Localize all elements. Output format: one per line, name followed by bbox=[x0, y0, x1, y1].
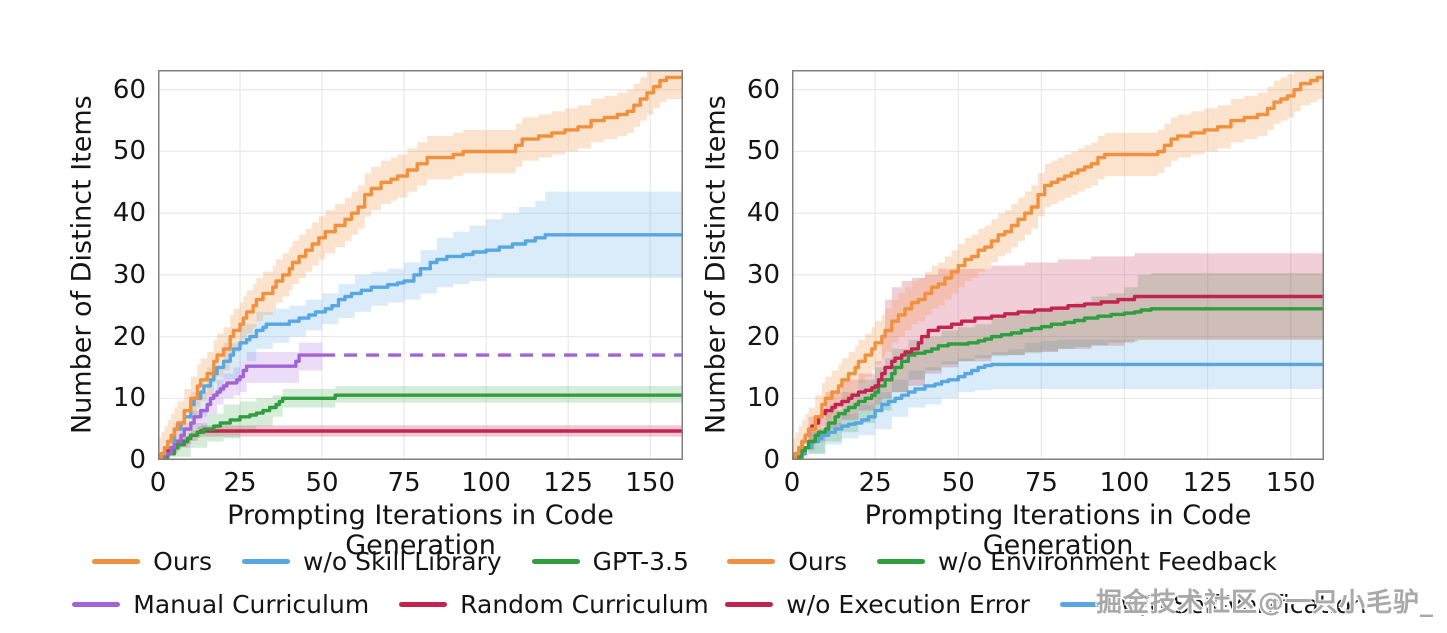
y-tick-label-0: 0 bbox=[763, 445, 780, 475]
plot-frame bbox=[792, 70, 1324, 460]
x-axis-title: Prompting Iterations in Code Generation bbox=[227, 500, 614, 561]
plot-area bbox=[792, 70, 1324, 460]
x-axis-ticks: 0 25 50 75 100 125 150 bbox=[784, 468, 1324, 498]
x-axis-ticks: 0 25 50 75 100 125 150 bbox=[150, 468, 683, 498]
legend-row-1: Ours w/o Environment Feedback bbox=[727, 547, 1277, 576]
legend: Ours w/o Skill Library GPT-3.5 Manual Curri… bbox=[72, 547, 709, 619]
series-manual-curriculum-band bbox=[158, 342, 323, 460]
legend-swatch-ours bbox=[92, 559, 141, 564]
series-wo-environment-feedback-line bbox=[792, 307, 1324, 460]
legend-item-ours: Ours bbox=[727, 547, 847, 576]
legend-label-w-o-execution-error: w/o Execution Error bbox=[786, 590, 1030, 619]
x-axis-title: Prompting Iterations in Code Generation bbox=[864, 500, 1252, 561]
y-tick-label-30: 30 bbox=[746, 259, 780, 290]
legend-row-2: Manual Curriculum Random Curriculum bbox=[72, 590, 709, 619]
x-tick-label-25: 25 bbox=[223, 468, 257, 498]
plot-area bbox=[158, 70, 683, 460]
series-ours-band bbox=[158, 70, 683, 460]
legend-swatch-manual-curriculum bbox=[72, 602, 121, 607]
legend-swatch-w-o-environment-feedback bbox=[877, 559, 926, 564]
x-tick-label-100: 100 bbox=[461, 468, 511, 498]
legend-label-random-curriculum: Random Curriculum bbox=[460, 590, 709, 619]
series-random-curriculum-line bbox=[158, 429, 683, 460]
y-axis-title: Number of Distinct Items bbox=[700, 95, 732, 435]
y-tick-label-50: 50 bbox=[746, 136, 780, 167]
y-tick-label-60: 60 bbox=[746, 74, 780, 105]
legend-label-ours: Ours bbox=[788, 547, 848, 576]
series-wo-self-verification-band bbox=[792, 339, 1324, 460]
legend-swatch-gpt-3-5 bbox=[531, 559, 580, 564]
x-tick-label-0: 0 bbox=[149, 468, 167, 498]
x-tick-label-75: 75 bbox=[387, 468, 421, 498]
series-wo-execution-error-line bbox=[792, 294, 1324, 460]
legend-item-ours: Ours bbox=[92, 547, 212, 576]
legend-item-w-o-execution-error: w/o Execution Error bbox=[725, 590, 1030, 619]
series-random-curriculum-band bbox=[158, 425, 683, 460]
x-tick-label-125: 125 bbox=[543, 468, 593, 498]
x-tick-label-150: 150 bbox=[1265, 468, 1316, 498]
legend-swatch-w-o-skill-library bbox=[241, 559, 290, 564]
series-manual-curriculum-line bbox=[158, 353, 323, 460]
chart-canvas bbox=[792, 70, 1324, 460]
y-axis-ticks: 0 10 20 30 40 50 60 bbox=[728, 70, 780, 473]
y-tick-label-20: 20 bbox=[746, 321, 780, 352]
legend-item-gpt-3-5: GPT-3.5 bbox=[531, 547, 689, 576]
legend-swatch-ours bbox=[727, 559, 776, 564]
series-ours-line bbox=[158, 74, 683, 460]
x-tick-label-25: 25 bbox=[858, 468, 892, 498]
series-ours-line bbox=[792, 74, 1324, 460]
y-tick-label-30: 30 bbox=[112, 259, 146, 290]
y-tick-label-0: 0 bbox=[129, 445, 146, 475]
series-gpt-3-5-line bbox=[158, 393, 683, 460]
series-wo-execution-error-band bbox=[792, 253, 1324, 460]
series-wo-self-verification-line bbox=[792, 362, 1324, 460]
series-ours-band bbox=[792, 70, 1324, 460]
y-tick-label-10: 10 bbox=[112, 383, 146, 414]
y-tick-label-40: 40 bbox=[746, 198, 780, 229]
y-axis-ticks: 0 10 20 30 40 50 60 bbox=[94, 70, 146, 473]
y-tick-label-10: 10 bbox=[746, 383, 780, 414]
y-tick-label-40: 40 bbox=[112, 198, 146, 229]
legend-label-w-o-skill-library: w/o Skill Library bbox=[302, 547, 502, 576]
legend-item-w-o-skill-library: w/o Skill Library bbox=[241, 547, 502, 576]
x-tick-label-150: 150 bbox=[625, 468, 676, 498]
plot-frame bbox=[158, 70, 683, 460]
x-tick-label-100: 100 bbox=[1099, 468, 1150, 498]
series-gpt-3-5-band bbox=[158, 385, 683, 460]
series-wo-skill-library-line bbox=[158, 233, 683, 460]
x-tick-label-75: 75 bbox=[1024, 468, 1058, 498]
x-tick-label-125: 125 bbox=[1182, 468, 1233, 498]
y-tick-label-60: 60 bbox=[112, 74, 146, 105]
x-tick-label-0: 0 bbox=[783, 468, 801, 498]
legend-swatch-w-o-execution-error bbox=[725, 602, 774, 607]
legend-label-ours: Ours bbox=[153, 547, 212, 576]
legend-item-w-o-environment-feedback: w/o Environment Feedback bbox=[877, 547, 1277, 576]
y-tick-label-50: 50 bbox=[112, 136, 146, 167]
legend-row-1: Ours w/o Skill Library GPT-3.5 bbox=[92, 547, 689, 576]
series-wo-skill-library-band bbox=[158, 191, 683, 460]
watermark: 掘金技术社区@一只小毛驴_ bbox=[1096, 588, 1435, 618]
chart-canvas bbox=[158, 70, 683, 460]
x-tick-label-50: 50 bbox=[305, 468, 339, 498]
legend-item-manual-curriculum: Manual Curriculum bbox=[72, 590, 369, 619]
legend-label-w-o-environment-feedback: w/o Environment Feedback bbox=[938, 547, 1277, 576]
legend-swatch-random-curriculum bbox=[399, 602, 448, 607]
legend-label-gpt-3-5: GPT-3.5 bbox=[592, 547, 689, 576]
legend-item-random-curriculum: Random Curriculum bbox=[399, 590, 709, 619]
y-tick-label-20: 20 bbox=[112, 321, 146, 352]
series-wo-environment-feedback-band bbox=[792, 273, 1324, 460]
y-axis-title: Number of Distinct Items bbox=[66, 95, 98, 435]
legend-label-manual-curriculum: Manual Curriculum bbox=[133, 590, 370, 619]
x-tick-label-50: 50 bbox=[941, 468, 975, 498]
